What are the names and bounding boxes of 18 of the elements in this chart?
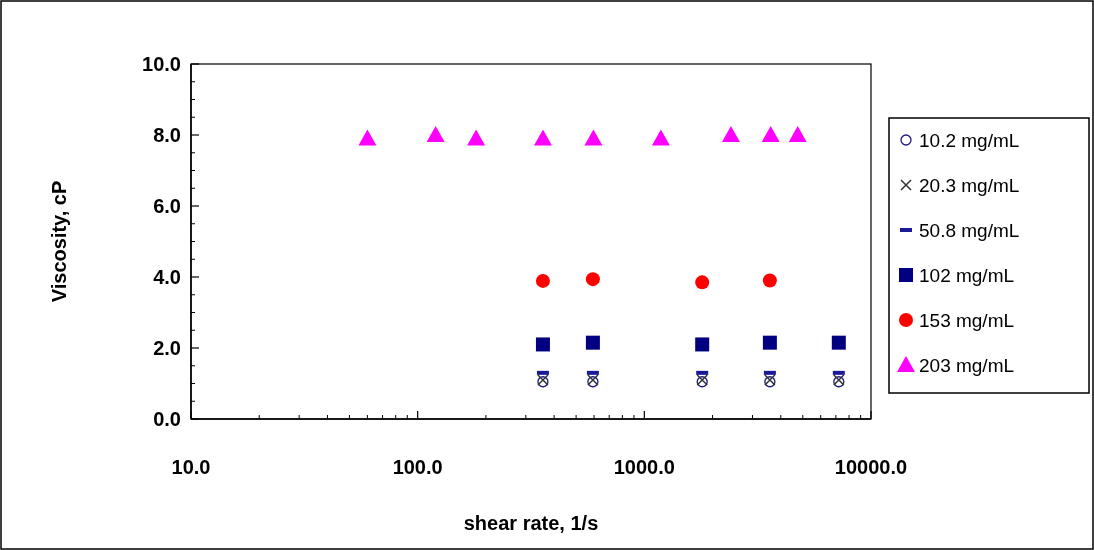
- y-tick-label: 0.0: [153, 408, 181, 430]
- x-tick-label: 1000.0: [613, 456, 675, 478]
- x-tick-label: 10.0: [171, 456, 211, 478]
- x-tick-label: 100.0: [392, 456, 443, 478]
- legend-label: 50.8 mg/mL: [919, 220, 1020, 241]
- legend-label: 153 mg/mL: [919, 310, 1015, 331]
- y-tick-label: 4.0: [153, 266, 181, 288]
- legend-label: 203 mg/mL: [919, 355, 1015, 376]
- y-tick-label: 6.0: [153, 195, 181, 217]
- y-tick-label: 10.0: [142, 53, 181, 75]
- x-tick-label: 10000.0: [834, 456, 908, 478]
- y-tick-label: 8.0: [153, 124, 181, 146]
- x-axis-title: shear rate, 1/s: [463, 512, 599, 534]
- legend-label: 20.3 mg/mL: [919, 175, 1020, 196]
- legend-label: 10.2 mg/mL: [919, 130, 1020, 151]
- legend-label: 102 mg/mL: [919, 265, 1015, 286]
- y-axis-title: Viscosity, cP: [48, 180, 70, 303]
- y-tick-label: 2.0: [153, 337, 181, 359]
